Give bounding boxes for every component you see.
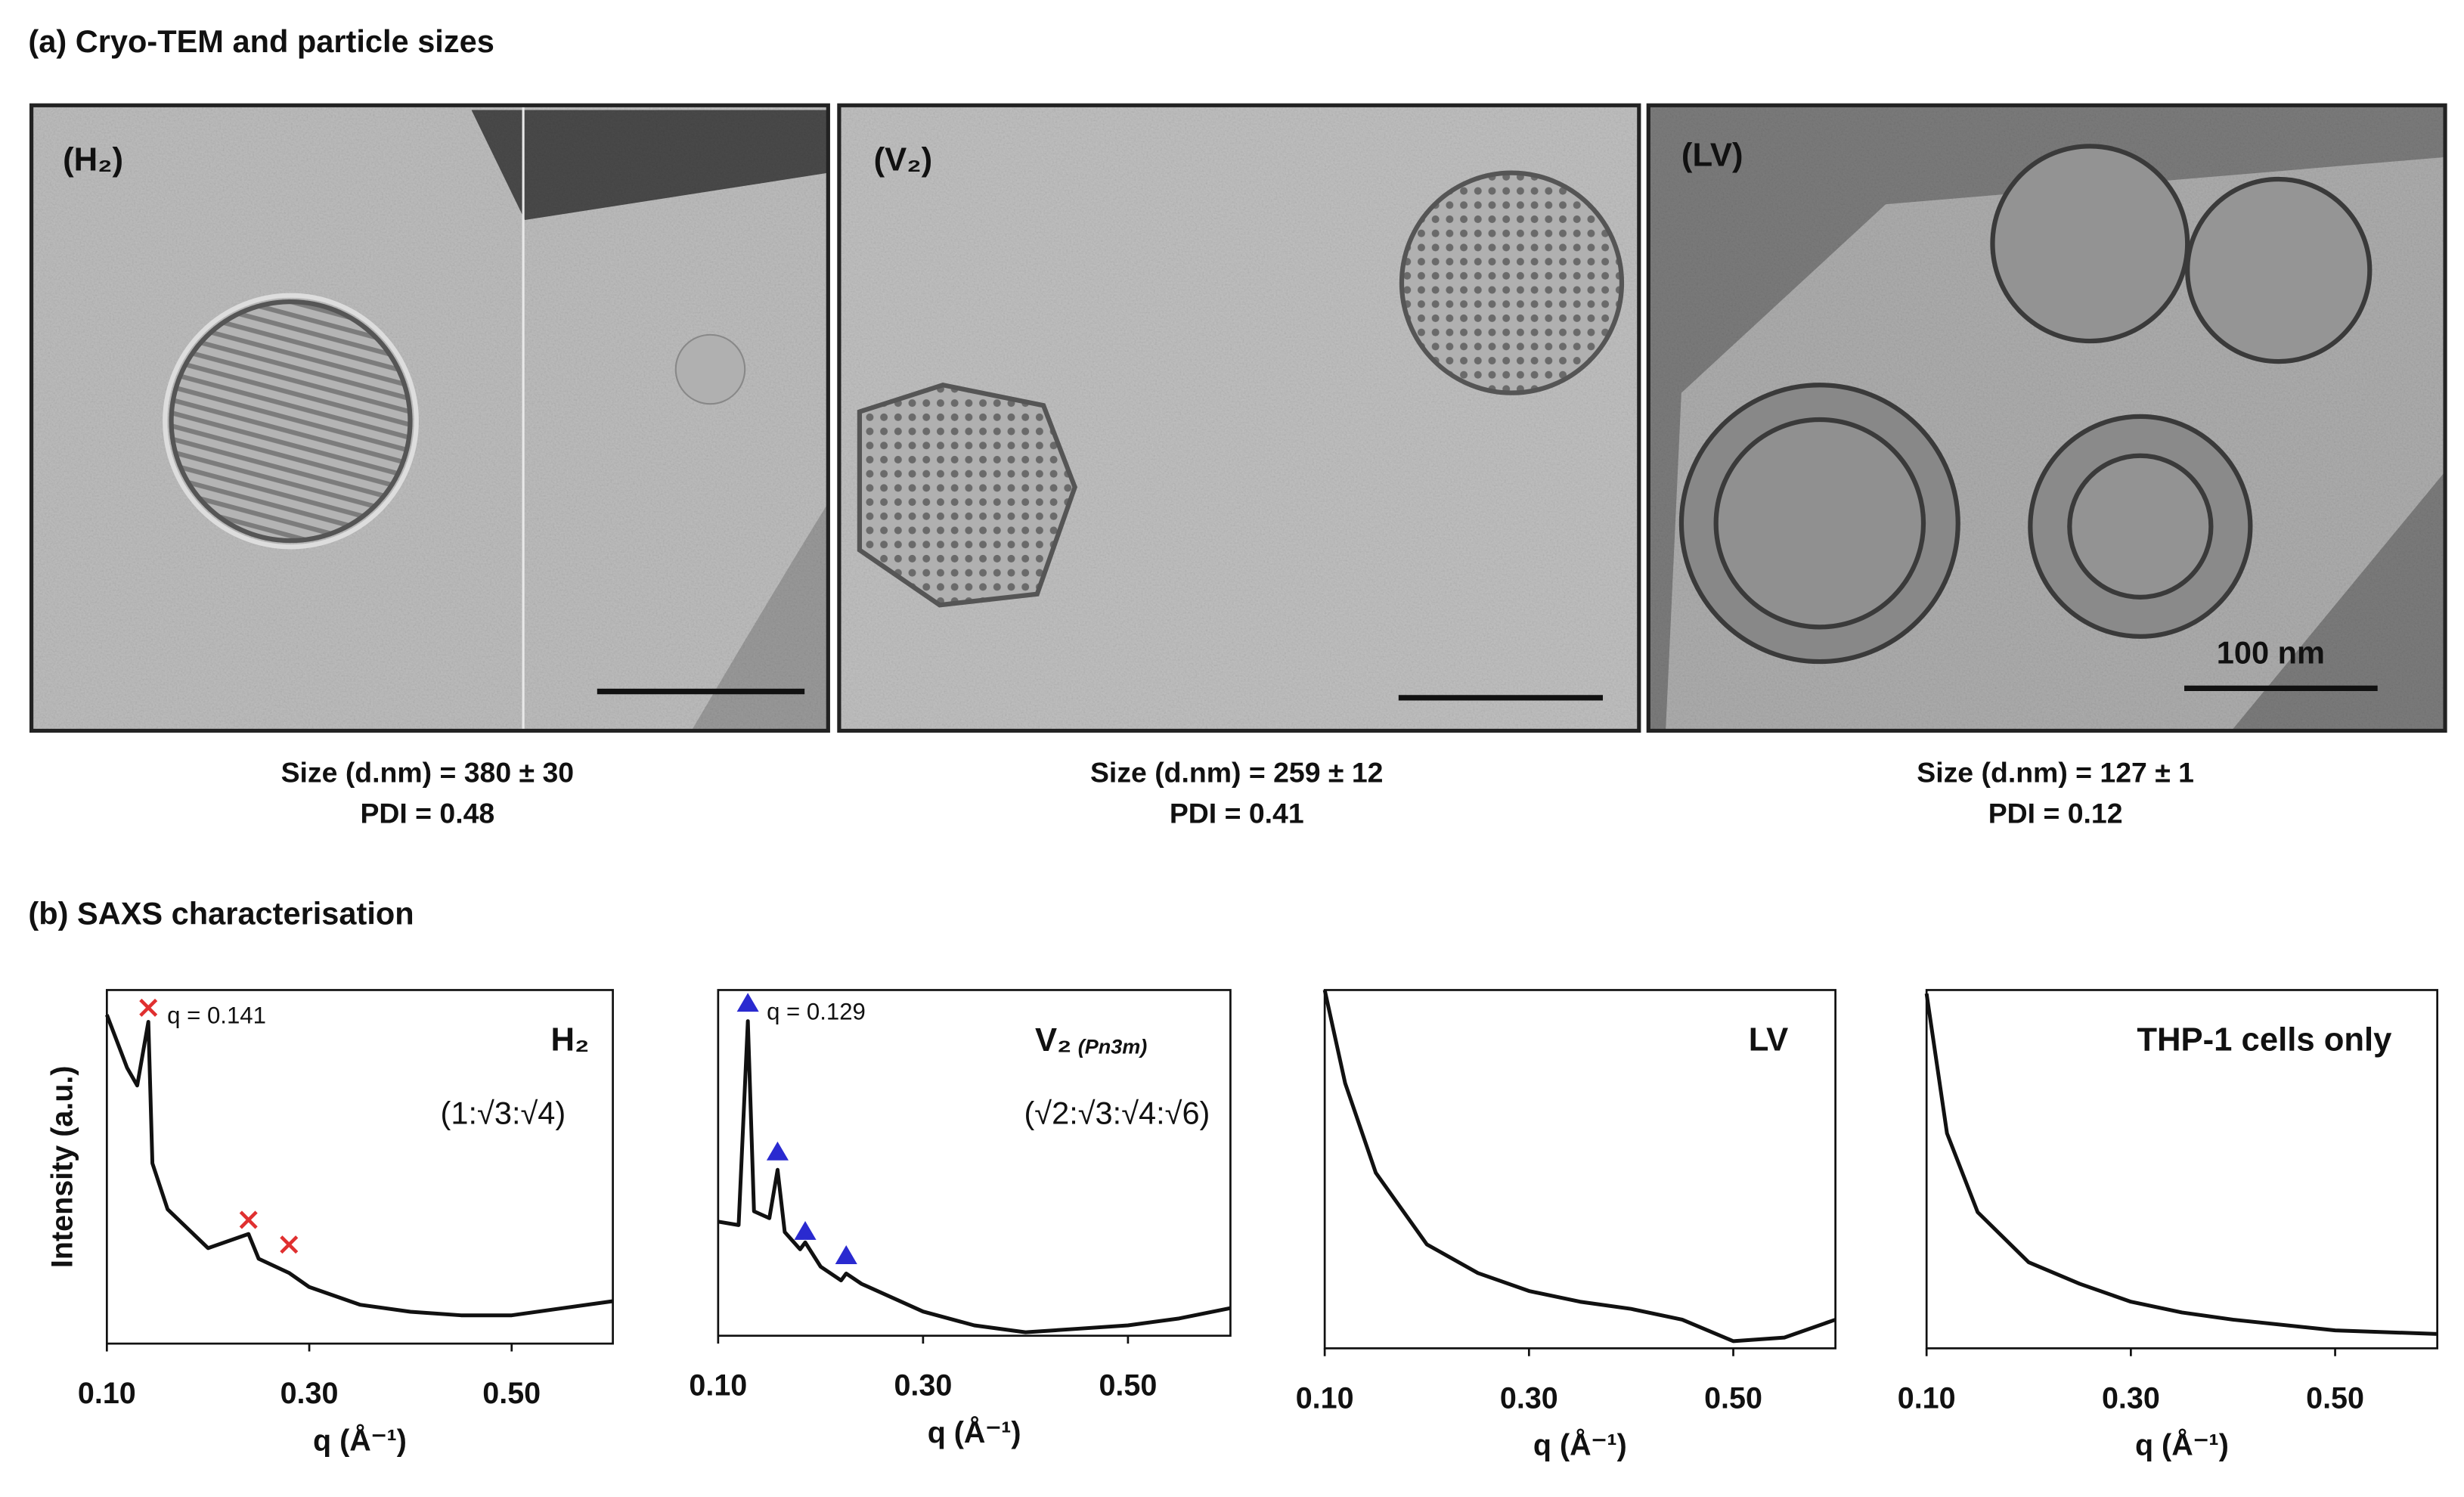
peak-ratio: (1:√3:√4) [441,1096,566,1131]
size-caption: Size (d.nm) = 127 ± 1 [1917,757,2194,789]
peak-ratio: (√2:√3:√4:√6) [1024,1096,1210,1131]
peak-marker [794,1220,817,1240]
size-caption: Size (d.nm) = 380 ± 30 [281,757,574,789]
x-tick-label: 0.10 [78,1377,136,1410]
plot-frame [717,989,1232,1337]
saxs-curve [718,1019,1231,1334]
panel-title: (a) Cryo-TEM and particle sizes [28,23,494,59]
tem-image [837,103,1641,733]
x-tick-label: 0.50 [1099,1369,1157,1402]
x-tick-label: 0.10 [1898,1381,1956,1415]
image-label: (V₂) [874,141,933,178]
plot-frame [1323,989,1836,1350]
phase-label: THP-1 cells only [2137,1021,2392,1058]
phase-label: V₂ (Pn3m) [1035,1021,1147,1058]
x-axis-label: q (Å⁻¹) [928,1416,1021,1449]
peak-marker [139,998,158,1017]
image-label: (H₂) [63,141,123,178]
x-tick-label: 0.30 [1500,1381,1558,1415]
x-tick-label: 0.10 [689,1369,747,1402]
x-tick-label: 0.30 [280,1377,339,1410]
phase-label-main: V₂ [1035,1021,1071,1058]
plot-frame [105,989,614,1345]
x-tick-label: 0.50 [482,1377,541,1410]
x-tick-label: 0.50 [1704,1381,1762,1415]
phase-label-sub: (Pn3m) [1078,1035,1148,1058]
plot-frame [1925,989,2439,1350]
x-axis-label: q (Å⁻¹) [313,1424,407,1457]
peak-marker [280,1235,299,1254]
pdi-caption: PDI = 0.48 [360,798,494,829]
phase-label: H₂ [551,1021,590,1058]
peak-marker [766,1141,789,1161]
y-axis-label: Intensity (a.u.) [46,1065,79,1268]
peak-annotation: q = 0.129 [767,998,866,1024]
x-tick-label: 0.50 [2306,1381,2364,1415]
peak-marker [736,993,759,1012]
size-caption: Size (d.nm) = 259 ± 12 [1090,757,1383,789]
saxs-curve [105,1014,613,1318]
scale-bar-label: 100 nm [2217,635,2325,671]
peak-marker [239,1210,258,1229]
peak-annotation: q = 0.141 [167,1003,266,1029]
tem-image [29,103,830,733]
image-label: (LV) [1681,136,1743,173]
x-axis-label: q (Å⁻¹) [2135,1429,2229,1462]
pdi-caption: PDI = 0.41 [1170,798,1304,829]
pdi-caption: PDI = 0.12 [1988,798,2123,829]
x-tick-label: 0.30 [2102,1381,2160,1415]
x-tick-label: 0.10 [1296,1381,1354,1415]
peak-marker [835,1244,857,1264]
x-tick-label: 0.30 [894,1369,952,1402]
saxs-curve [1322,989,1836,1344]
tem-image [1646,103,2447,733]
x-axis-label: q (Å⁻¹) [1533,1429,1627,1462]
saxs-curve [1924,993,2438,1336]
phase-label: LV [1749,1021,1789,1058]
panel-title: (b) SAXS characterisation [28,896,414,931]
